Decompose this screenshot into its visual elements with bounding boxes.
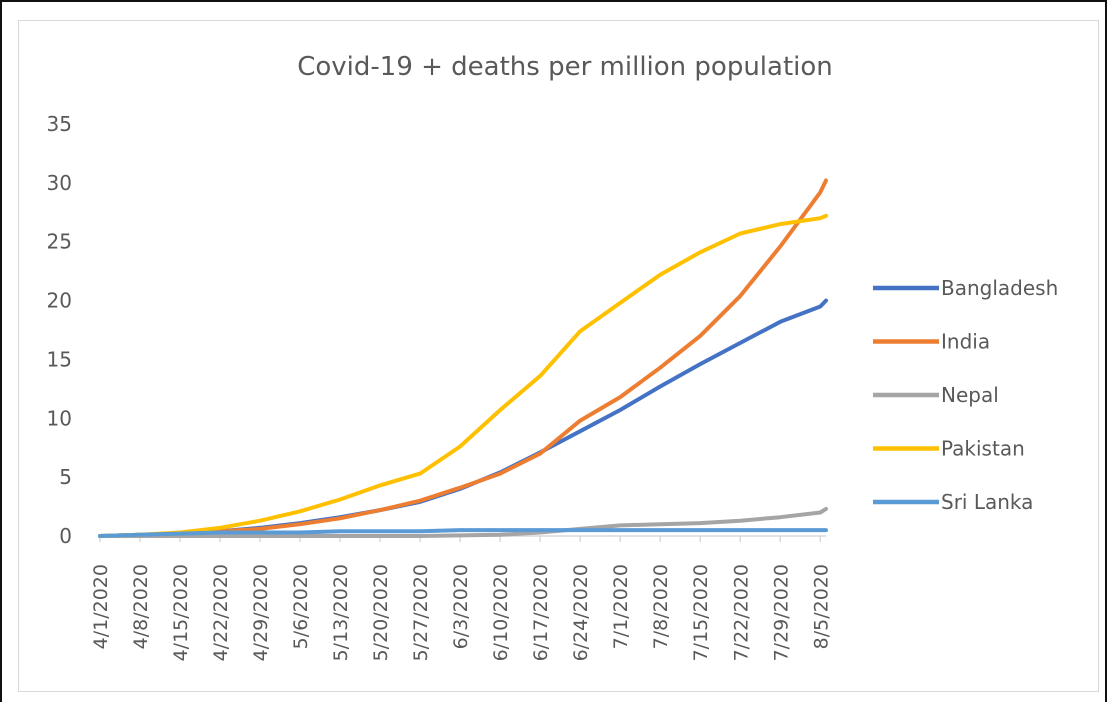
x-tick-label: 7/15/2020 xyxy=(690,564,712,661)
legend-label: Nepal xyxy=(941,383,999,407)
y-axis-tick-labels: 0 5 10 15 20 25 30 35 xyxy=(47,112,72,548)
x-tick-label: 5/20/2020 xyxy=(370,564,392,661)
x-tick-label: 8/5/2020 xyxy=(810,564,832,649)
y-tick-label: 30 xyxy=(47,171,72,195)
x-tick-label: 7/22/2020 xyxy=(730,564,752,661)
chart-title: Covid-19 + deaths per million population xyxy=(297,52,833,82)
x-tick-label: 5/6/2020 xyxy=(290,564,312,649)
x-tick-label: 6/17/2020 xyxy=(530,564,552,661)
x-tick-label: 6/3/2020 xyxy=(450,564,472,649)
series-lines xyxy=(98,178,828,538)
y-tick-label: 5 xyxy=(59,465,72,489)
y-tick-label: 20 xyxy=(47,289,72,313)
x-tick-label: 7/8/2020 xyxy=(650,564,672,649)
x-tick-label: 4/8/2020 xyxy=(130,564,152,649)
series-line xyxy=(98,506,828,538)
y-tick-label: 10 xyxy=(47,406,72,430)
legend-label: Sri Lanka xyxy=(941,490,1033,514)
legend-label: Bangladesh xyxy=(941,276,1058,300)
x-tick-label: 5/27/2020 xyxy=(410,564,432,661)
legend-label: India xyxy=(941,330,990,354)
x-tick-label: 7/1/2020 xyxy=(610,564,632,649)
chart-area-border xyxy=(18,20,1099,692)
y-tick-label: 15 xyxy=(47,347,72,371)
x-tick-label: 5/13/2020 xyxy=(330,564,352,661)
y-tick-label: 35 xyxy=(47,112,72,136)
x-tick-label: 6/24/2020 xyxy=(570,564,592,661)
series-line xyxy=(98,213,828,538)
x-tick-label: 4/15/2020 xyxy=(170,564,192,661)
series-line xyxy=(98,178,828,538)
x-tick-label: 4/29/2020 xyxy=(250,564,272,661)
x-tick-label: 4/1/2020 xyxy=(90,564,112,649)
x-tick-label: 4/22/2020 xyxy=(210,564,232,661)
series-line xyxy=(98,528,828,538)
y-tick-label: 25 xyxy=(47,230,72,254)
series-line xyxy=(98,298,828,538)
legend: Bangladesh India Nepal Pakistan Sri Lanka xyxy=(873,276,1058,514)
x-tick-label: 6/10/2020 xyxy=(490,564,512,661)
x-axis-tick-labels: 4/1/2020 4/8/2020 4/15/2020 4/22/2020 4/29/2… xyxy=(90,564,832,661)
y-tick-label: 0 xyxy=(59,524,72,548)
legend-label: Pakistan xyxy=(941,437,1025,461)
x-tick-label: 7/29/2020 xyxy=(770,564,792,661)
